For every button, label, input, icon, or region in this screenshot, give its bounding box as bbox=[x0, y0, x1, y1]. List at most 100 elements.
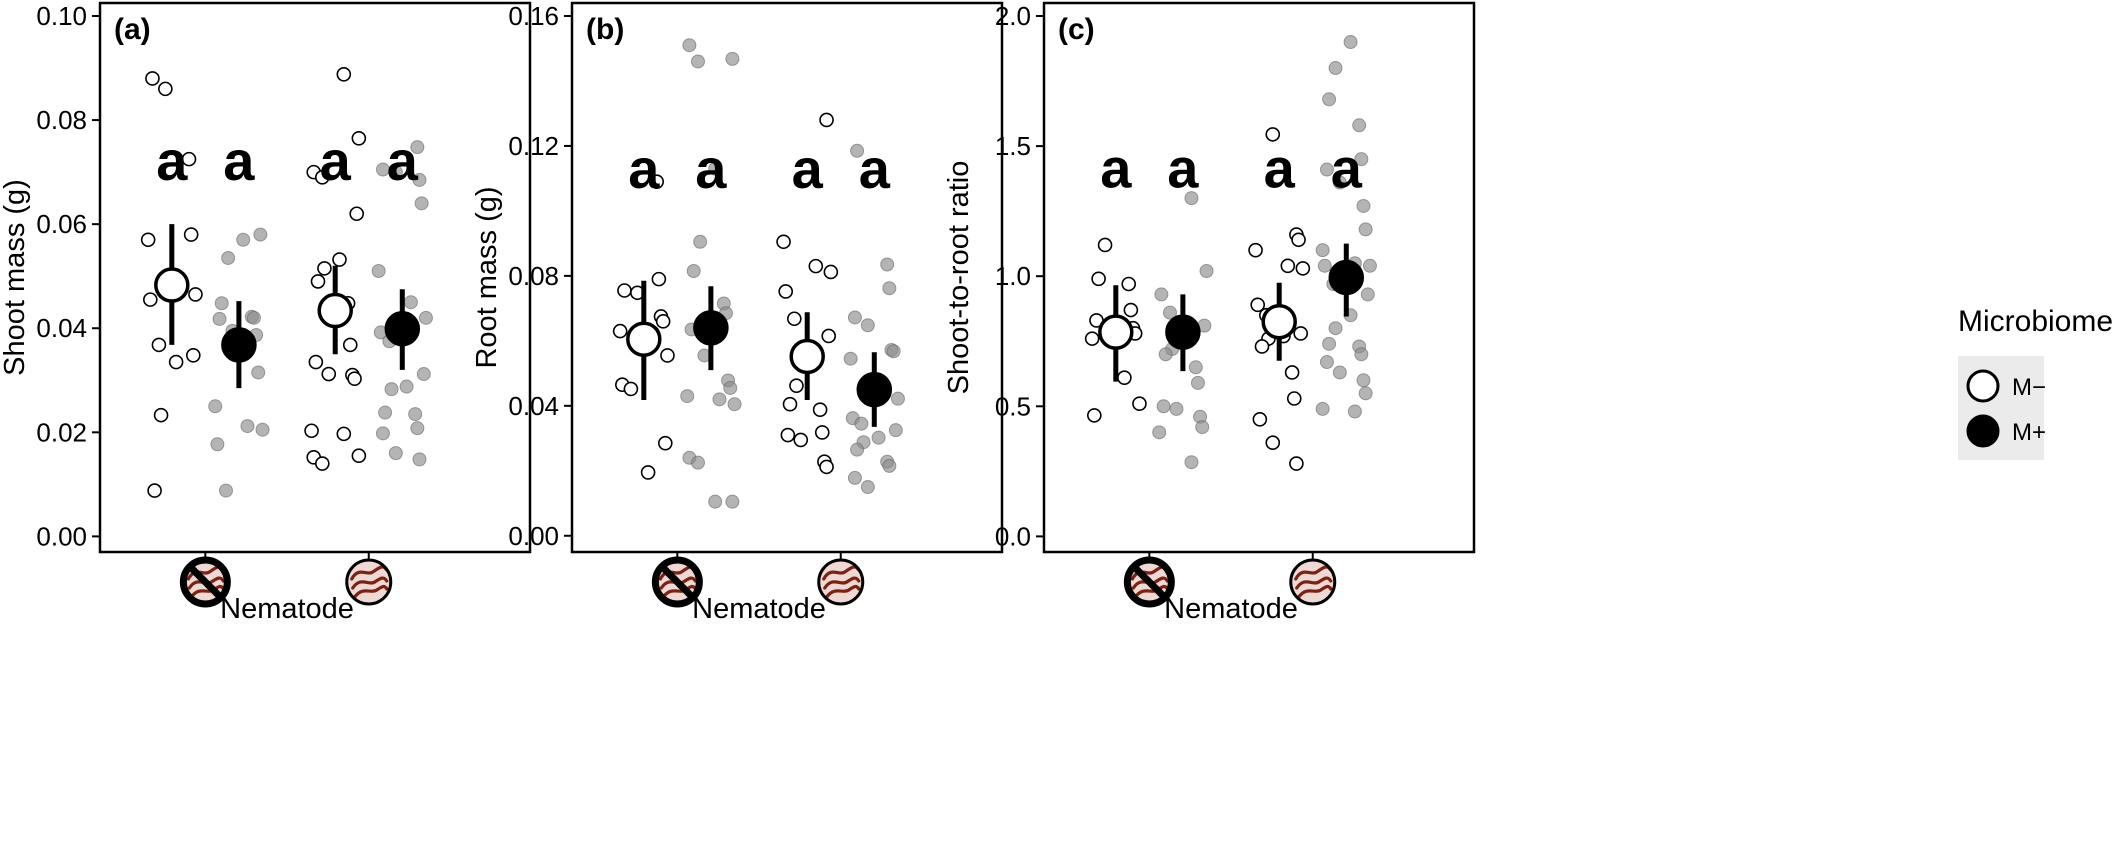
data-point bbox=[304, 423, 319, 439]
data-point bbox=[336, 66, 352, 82]
no-nematode-icon bbox=[1123, 556, 1175, 608]
data-point bbox=[1328, 321, 1343, 336]
data-point bbox=[321, 366, 337, 382]
data-point bbox=[1154, 287, 1169, 302]
data-point bbox=[332, 252, 347, 267]
data-point bbox=[168, 354, 184, 370]
data-point bbox=[649, 174, 665, 189]
data-point bbox=[1322, 92, 1337, 107]
mean-point bbox=[1098, 314, 1134, 350]
data-point bbox=[1087, 408, 1102, 423]
no-nematode-icon bbox=[179, 556, 231, 608]
data-point bbox=[378, 405, 393, 420]
data-point bbox=[412, 452, 427, 467]
data-point bbox=[1332, 175, 1347, 190]
nematode-worm bbox=[353, 584, 389, 599]
data-point bbox=[349, 206, 365, 222]
panel-2: 0.0 0.5 1.0 1.5 2.0 Shoot-to-root ratio Nemato… bbox=[943, 1, 1476, 625]
data-point bbox=[1315, 243, 1330, 258]
panels: 0.00 0.02 0.04 0.06 0.08 0.10 Shoot mass (g) Ne… bbox=[0, 1, 1476, 625]
data-point bbox=[847, 470, 862, 485]
data-point bbox=[1356, 373, 1371, 388]
significance-letter: a bbox=[859, 137, 891, 200]
data-point bbox=[384, 382, 399, 397]
x-axis-title: Nematode bbox=[220, 593, 354, 625]
data-point bbox=[414, 196, 429, 211]
y-tick-label: 1.5 bbox=[995, 131, 1031, 161]
data-point bbox=[375, 426, 390, 441]
data-point bbox=[1265, 127, 1281, 142]
data-point bbox=[1199, 263, 1214, 278]
mean-point bbox=[693, 310, 729, 346]
y-axis-title: Root mass (g) bbox=[471, 186, 503, 368]
no-nematode-icon bbox=[651, 556, 703, 608]
data-point bbox=[776, 234, 791, 250]
data-point bbox=[612, 323, 628, 339]
data-point bbox=[1317, 258, 1332, 273]
data-point bbox=[886, 344, 901, 359]
y-tick-label: 0.5 bbox=[995, 391, 1031, 421]
significance-letter: a bbox=[387, 129, 419, 192]
panel-1: 0.00 0.04 0.08 0.12 0.16 Root mass (g) Nematod… bbox=[471, 1, 1004, 625]
x-axis-title: Nematode bbox=[692, 593, 826, 625]
data-point bbox=[1158, 347, 1173, 362]
nematode-icon-ring bbox=[345, 558, 393, 606]
no-nematode-icon-slash bbox=[658, 563, 696, 601]
data-point bbox=[186, 347, 201, 363]
data-point bbox=[251, 365, 266, 380]
nematode-icon bbox=[1289, 558, 1337, 606]
data-point bbox=[793, 432, 809, 448]
data-point bbox=[1188, 360, 1203, 375]
data-point bbox=[660, 348, 675, 363]
panel-letter: (c) bbox=[1058, 13, 1095, 46]
data-point bbox=[1354, 347, 1369, 362]
data-point bbox=[1117, 370, 1132, 385]
data-point bbox=[782, 396, 798, 412]
data-point bbox=[1280, 258, 1296, 274]
data-point bbox=[255, 422, 270, 437]
data-point bbox=[351, 130, 367, 146]
y-tick-label: 0.0 bbox=[995, 521, 1031, 551]
data-point bbox=[315, 456, 330, 471]
data-point bbox=[1184, 191, 1199, 206]
no-nematode-icon-ring bbox=[1123, 556, 1175, 608]
data-point bbox=[1352, 118, 1367, 133]
data-point bbox=[315, 170, 330, 185]
data-point bbox=[1343, 35, 1358, 50]
legend-key-m-plus bbox=[1966, 414, 2000, 448]
data-point bbox=[812, 402, 828, 418]
data-point bbox=[1291, 232, 1306, 248]
y-tick-label: 0.00 bbox=[508, 521, 559, 551]
data-point bbox=[410, 140, 425, 155]
data-point bbox=[308, 354, 324, 370]
data-point bbox=[843, 351, 858, 366]
data-point bbox=[1295, 261, 1311, 276]
mean-point bbox=[384, 311, 421, 347]
data-point bbox=[403, 295, 418, 310]
data-point bbox=[882, 281, 897, 296]
data-point bbox=[145, 71, 160, 86]
data-point bbox=[789, 378, 804, 393]
data-point bbox=[708, 161, 723, 176]
data-point bbox=[778, 284, 794, 299]
data-point bbox=[1347, 404, 1362, 419]
no-nematode-icon-slash bbox=[186, 563, 224, 601]
data-point bbox=[1319, 162, 1334, 177]
data-point bbox=[1248, 242, 1263, 258]
data-point bbox=[181, 151, 197, 167]
y-tick-label: 0.02 bbox=[36, 417, 87, 447]
data-point bbox=[821, 328, 837, 344]
data-point bbox=[890, 391, 905, 406]
nematode-icon bbox=[817, 558, 865, 606]
y-tick-label: 0.12 bbox=[508, 131, 559, 161]
data-point bbox=[651, 271, 667, 287]
mean-point bbox=[1261, 303, 1297, 340]
data-point bbox=[850, 143, 865, 158]
data-point bbox=[860, 318, 875, 333]
data-point bbox=[1358, 222, 1373, 237]
data-point bbox=[342, 337, 358, 353]
nematode-worm bbox=[1297, 584, 1333, 599]
mean-point bbox=[317, 292, 353, 329]
nematode-worm bbox=[1131, 576, 1169, 590]
data-point bbox=[787, 311, 802, 327]
